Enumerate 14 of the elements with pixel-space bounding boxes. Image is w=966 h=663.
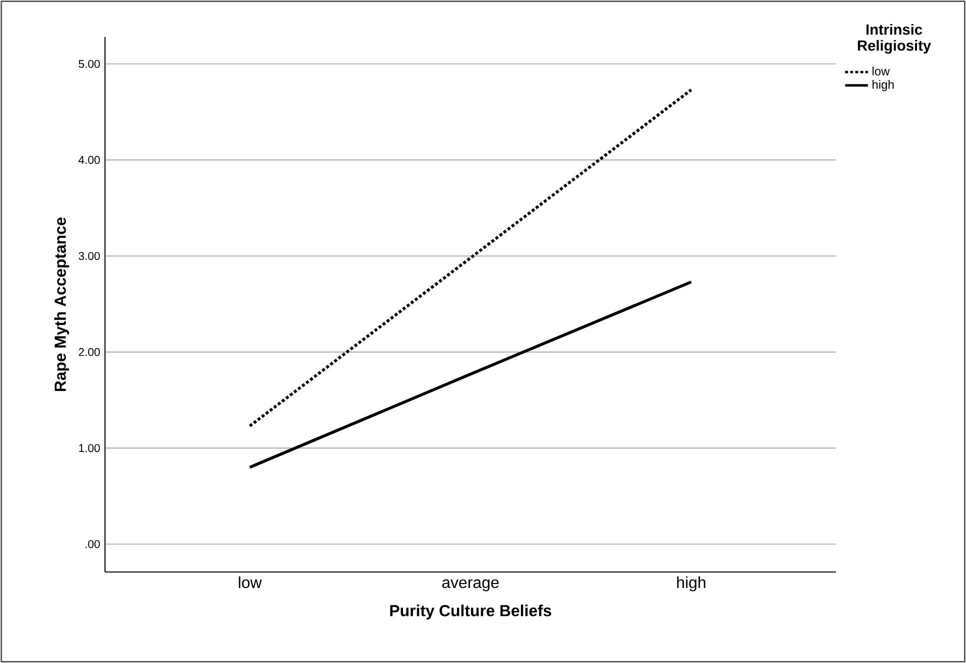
y-tick-label: 2.00 bbox=[78, 348, 100, 356]
y-tick-label: 3.00 bbox=[78, 252, 100, 260]
y-axis-title: Rape Myth Acceptance bbox=[54, 217, 70, 392]
y-tick-label: 5.00 bbox=[78, 60, 100, 68]
x-axis-title: Purity Culture Beliefs bbox=[390, 604, 552, 620]
y-tick-label: 4.00 bbox=[78, 156, 100, 164]
legend-title: Intrinsic Religiosity bbox=[858, 24, 932, 54]
x-tick-label: high bbox=[677, 576, 706, 592]
x-tick-label: average bbox=[442, 579, 499, 592]
y-tick-label: .00 bbox=[86, 540, 100, 548]
x-tick-label: low bbox=[238, 576, 262, 588]
legend-label: low bbox=[872, 66, 890, 76]
y-tick-label: 1.00 bbox=[79, 444, 100, 452]
legend-label: high bbox=[872, 80, 894, 92]
